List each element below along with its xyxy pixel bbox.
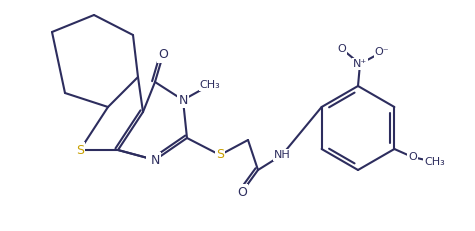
Text: O: O [338,44,346,54]
Text: CH₃: CH₃ [200,80,220,90]
Text: S: S [216,149,224,161]
Text: N: N [147,152,157,164]
Text: S: S [76,143,84,156]
Text: CH₃: CH₃ [424,157,445,167]
Text: NH: NH [274,150,290,160]
Text: O: O [408,152,417,162]
Text: N: N [150,154,160,167]
Text: N: N [178,94,188,106]
Text: O: O [237,185,247,198]
Text: N⁺: N⁺ [353,59,367,69]
Text: O⁻: O⁻ [375,47,390,57]
Text: O: O [158,49,168,61]
